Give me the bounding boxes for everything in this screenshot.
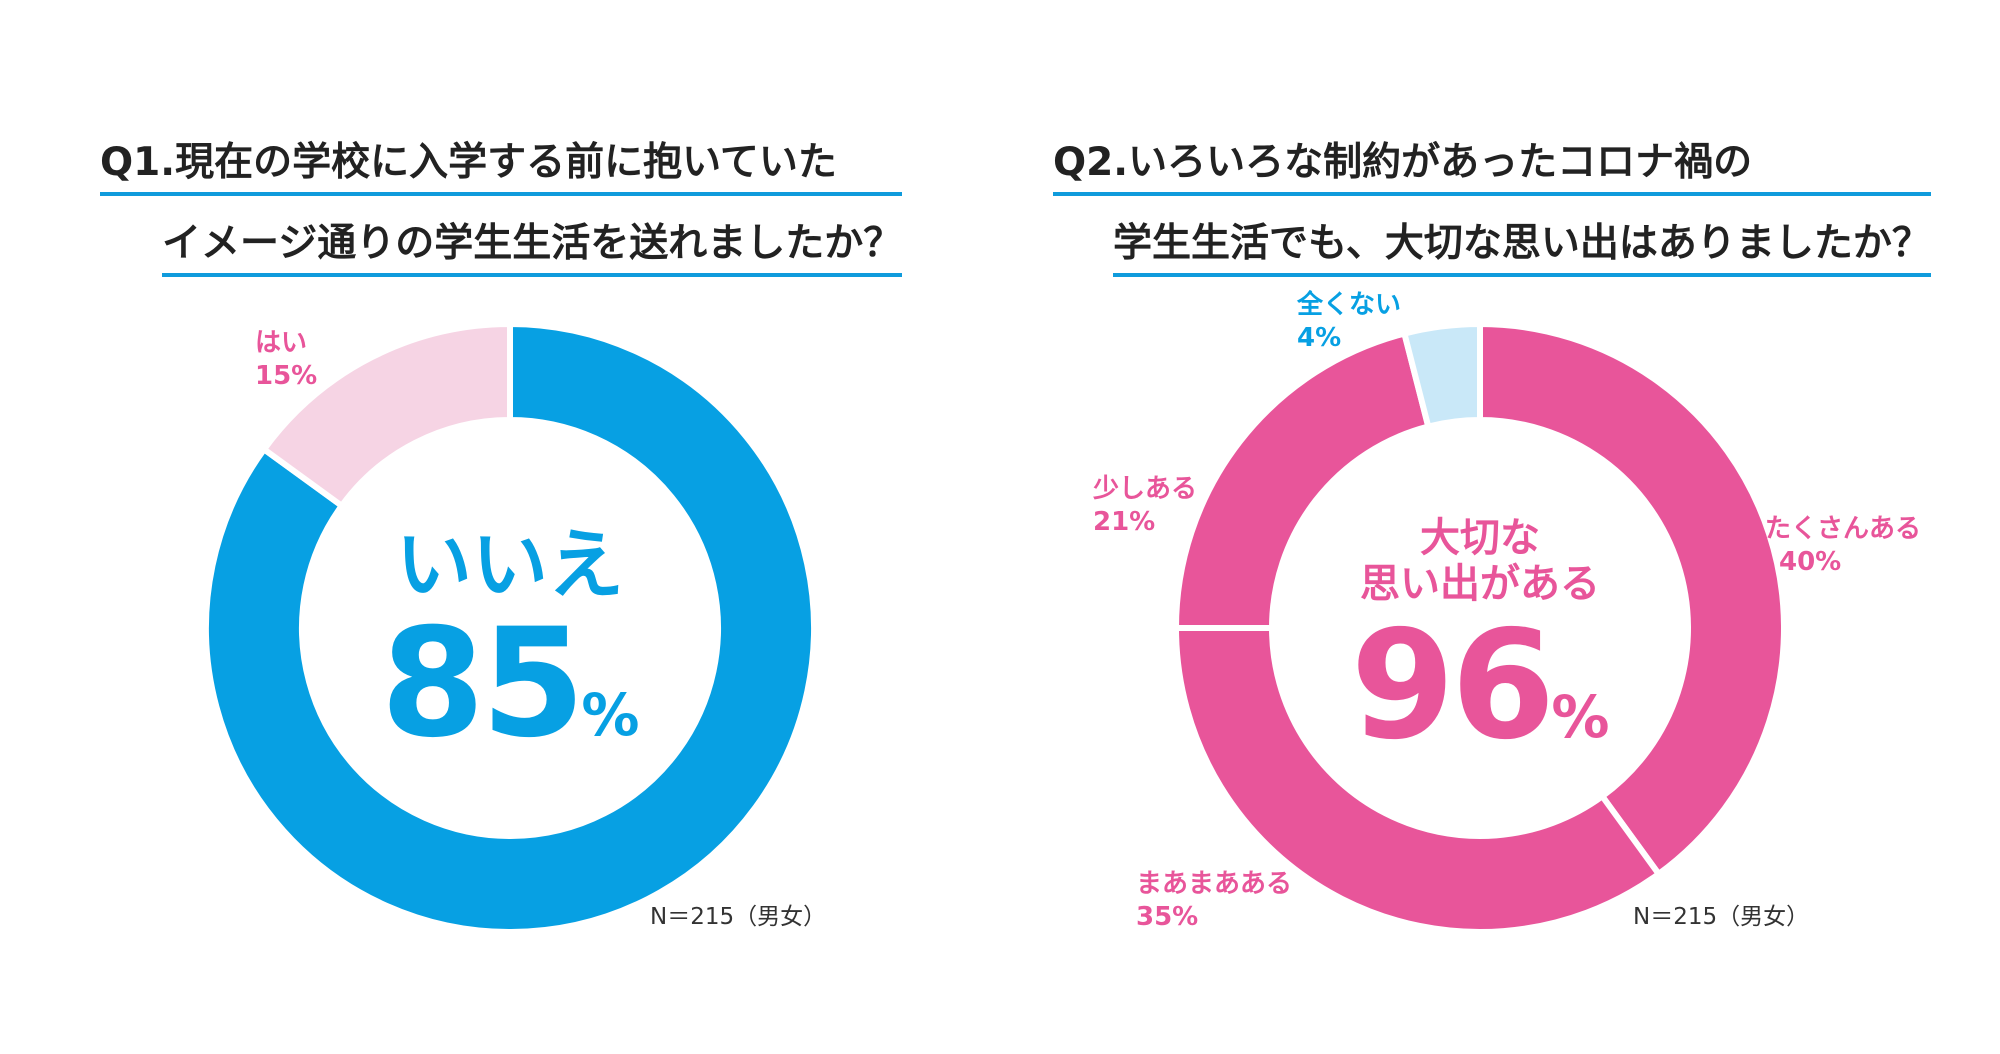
- q2-slice-0: [1477, 320, 1787, 879]
- q2-label-some-text: まあまあある: [1136, 869, 1293, 899]
- q1-label-yes-pct: 15%: [255, 360, 318, 391]
- q2-center: 大切な 思い出がある 96%: [1300, 515, 1660, 761]
- q1-label-yes-text: はい: [255, 328, 308, 358]
- q1-title-line1: Q1.現在の学校に入学する前に抱いていた: [100, 143, 903, 196]
- q1-donut-chart: [203, 320, 817, 935]
- q2-donut-chart: [1172, 320, 1787, 935]
- q1-slice-0: [203, 320, 817, 935]
- q2-center-value: 96: [1350, 599, 1556, 773]
- q2-center-value-row: 96%: [1300, 611, 1660, 761]
- q2-label-none-pct: 4%: [1297, 322, 1342, 353]
- q1-title-line2: イメージ通りの学生生活を送れましたか？: [162, 224, 903, 277]
- q1-center-unit: %: [581, 681, 640, 749]
- q2-slice-3: [1400, 320, 1483, 431]
- q1-sample-size: N＝215（男女）: [650, 904, 827, 930]
- q2-center-line2: 思い出がある: [1360, 561, 1600, 607]
- q1-center: いいえ 85%: [330, 520, 690, 760]
- q2-label-none-text: 全くない: [1297, 290, 1402, 320]
- q2-slice-2: [1172, 329, 1432, 631]
- q1-center-label: いいえ: [396, 520, 624, 609]
- q2-label-some-pct: 35%: [1136, 901, 1199, 932]
- q2-label-little-pct: 21%: [1093, 506, 1156, 537]
- q2-label-many: たくさんある 40%: [1765, 513, 1921, 578]
- q2-label-many-pct: 40%: [1779, 546, 1842, 577]
- q2-sample-size: N＝215（男女）: [1633, 904, 1810, 930]
- q2-center-line1: 大切な: [1420, 515, 1540, 561]
- q2-slice-1: [1172, 625, 1663, 935]
- q1-center-value: 85: [380, 597, 586, 771]
- q2-label-none: 全くない 4%: [1297, 289, 1401, 354]
- q2-title-line2: 学生生活でも、大切な思い出はありましたか？: [1113, 224, 1931, 277]
- q1-title: Q1.現在の学校に入学する前に抱いていた イメージ通りの学生生活を送れましたか？: [100, 143, 903, 277]
- q2-title: Q2.いろいろな制約があったコロナ禍の 学生生活でも、大切な思い出はありましたか…: [1053, 143, 1931, 277]
- q2-label-some: まあまあある 35%: [1136, 868, 1292, 933]
- q2-center-unit: %: [1551, 683, 1610, 751]
- q1-slice-1: [259, 320, 513, 510]
- q2-label-little-text: 少しある: [1093, 474, 1198, 504]
- q2-title-line1: Q2.いろいろな制約があったコロナ禍の: [1053, 143, 1931, 196]
- q1-center-value-row: 85%: [330, 609, 690, 759]
- q2-label-many-text: たくさんある: [1765, 514, 1922, 544]
- q1-label-yes: はい 15%: [255, 327, 317, 392]
- q2-label-little: 少しある 21%: [1093, 473, 1197, 538]
